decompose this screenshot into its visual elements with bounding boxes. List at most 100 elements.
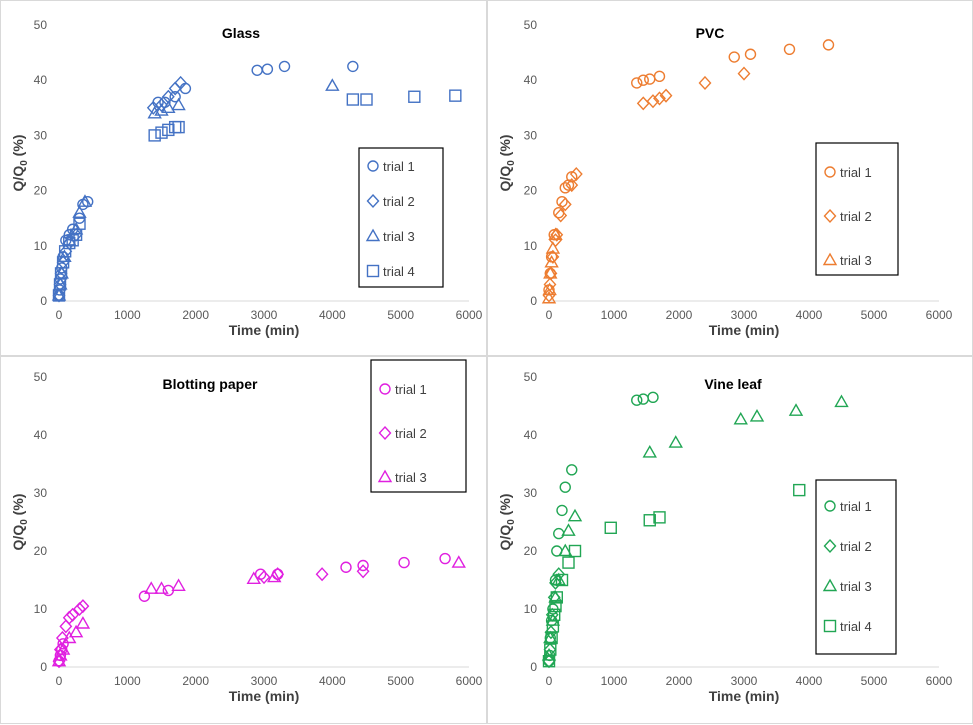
chart-vine-leaf: 0 10 20 30 40 50 0 1000 2000 3000 4000 5000 6000 Time…	[497, 370, 953, 704]
data-point	[169, 91, 181, 103]
data-point	[551, 572, 566, 586]
data-point	[144, 581, 159, 594]
data-point	[733, 411, 748, 425]
data-point	[72, 205, 87, 218]
data-point	[647, 391, 659, 403]
data-point	[171, 578, 186, 592]
legend-marker	[823, 208, 837, 224]
legend-marker	[378, 425, 392, 441]
x-tick-label: 0	[56, 308, 63, 322]
data-point	[541, 290, 557, 304]
data-point	[567, 508, 583, 522]
x-tick-label: 5000	[387, 674, 414, 688]
legend-label: trial 2	[383, 194, 415, 209]
data-point	[360, 93, 373, 106]
x-tick-label: 5000	[861, 308, 888, 322]
data-point	[398, 556, 410, 569]
y-tick-label: 50	[34, 370, 48, 384]
x-tick-label: 6000	[926, 308, 953, 322]
data-point	[154, 581, 169, 594]
x-tick-label: 4000	[319, 308, 346, 322]
data-point	[315, 567, 329, 582]
data-point	[561, 523, 576, 536]
x-tick-label: 2000	[666, 308, 693, 322]
data-point	[257, 570, 271, 585]
x-tick-label: 6000	[456, 308, 483, 322]
data-point	[171, 97, 186, 111]
legend-label: trial 1	[383, 159, 415, 174]
data-point	[347, 60, 359, 73]
legend-box	[815, 142, 899, 276]
legend-label: trial 1	[395, 382, 427, 397]
data-point	[549, 599, 562, 613]
x-tick-label: 3000	[251, 674, 278, 688]
x-axis-title: Time (min)	[709, 688, 780, 704]
data-point	[643, 514, 656, 527]
data-point	[340, 561, 352, 573]
legend-label: trial 3	[840, 253, 872, 268]
chart-panel-blotting-paper: 0 10 20 30 40 50 0 1000 2000 3000 4000 5000 6000 Time…	[0, 356, 487, 724]
y-axis-title: Q/Q0 (%)	[10, 494, 30, 551]
x-axis-title: Time (min)	[709, 322, 780, 338]
data-point	[77, 194, 93, 207]
data-point	[138, 590, 151, 602]
data-point	[267, 569, 282, 583]
x-tick-label: 3000	[251, 308, 278, 322]
chart-glass: 0 10 20 30 40 50 0 1000 2000 3000 4000 5000 6000 Time…	[10, 18, 483, 338]
data-point	[53, 277, 68, 290]
series-trial-4	[542, 483, 806, 668]
data-point	[556, 504, 568, 517]
chart-title: Glass	[222, 25, 260, 41]
series-trial-3	[541, 394, 849, 661]
data-point	[68, 221, 84, 235]
data-point	[644, 73, 656, 85]
data-point	[51, 288, 67, 301]
x-tick-label: 0	[56, 674, 63, 688]
data-point	[653, 511, 666, 524]
legend-label: trial 3	[395, 470, 427, 485]
y-tick-label: 20	[34, 544, 48, 558]
series-trial-1	[543, 39, 835, 296]
data-point	[653, 91, 666, 106]
y-tick-label: 50	[34, 18, 48, 32]
data-point	[356, 564, 370, 579]
data-point	[278, 60, 291, 73]
y-tick-label: 30	[34, 486, 48, 500]
data-point	[793, 483, 806, 497]
legend-marker	[822, 252, 838, 266]
y-axis-title: Q/Q0 (%)	[10, 135, 30, 192]
data-point	[155, 126, 168, 139]
x-tick-label: 5000	[387, 308, 414, 322]
data-point	[161, 100, 176, 114]
data-point	[57, 249, 72, 263]
data-point	[162, 123, 175, 137]
legend-marker	[379, 383, 391, 395]
data-point	[66, 607, 80, 622]
data-point	[546, 249, 560, 264]
y-tick-label: 10	[34, 602, 48, 616]
y-tick-label: 0	[530, 294, 537, 308]
data-point	[75, 616, 91, 629]
data-point	[172, 120, 185, 134]
data-point	[357, 559, 369, 572]
data-point	[168, 120, 182, 134]
legend-label: trial 3	[840, 579, 872, 594]
x-tick-label: 0	[546, 674, 553, 688]
data-point	[261, 63, 274, 75]
y-tick-label: 20	[34, 184, 48, 198]
data-point	[553, 527, 565, 540]
x-tick-label: 0	[546, 308, 553, 322]
legend-label: trial 4	[840, 619, 872, 634]
series-trial-2	[52, 564, 370, 669]
series-trial-1	[53, 60, 359, 302]
y-tick-label: 10	[524, 602, 538, 616]
data-point	[668, 435, 683, 448]
data-point	[439, 552, 451, 565]
data-point	[550, 591, 563, 604]
data-point	[631, 77, 643, 89]
legend: trial 1 trial 2 trial 3	[370, 359, 467, 493]
legend-marker	[823, 619, 837, 633]
chart-title: Vine leaf	[704, 376, 762, 392]
data-point	[544, 254, 559, 268]
data-point	[62, 610, 76, 625]
